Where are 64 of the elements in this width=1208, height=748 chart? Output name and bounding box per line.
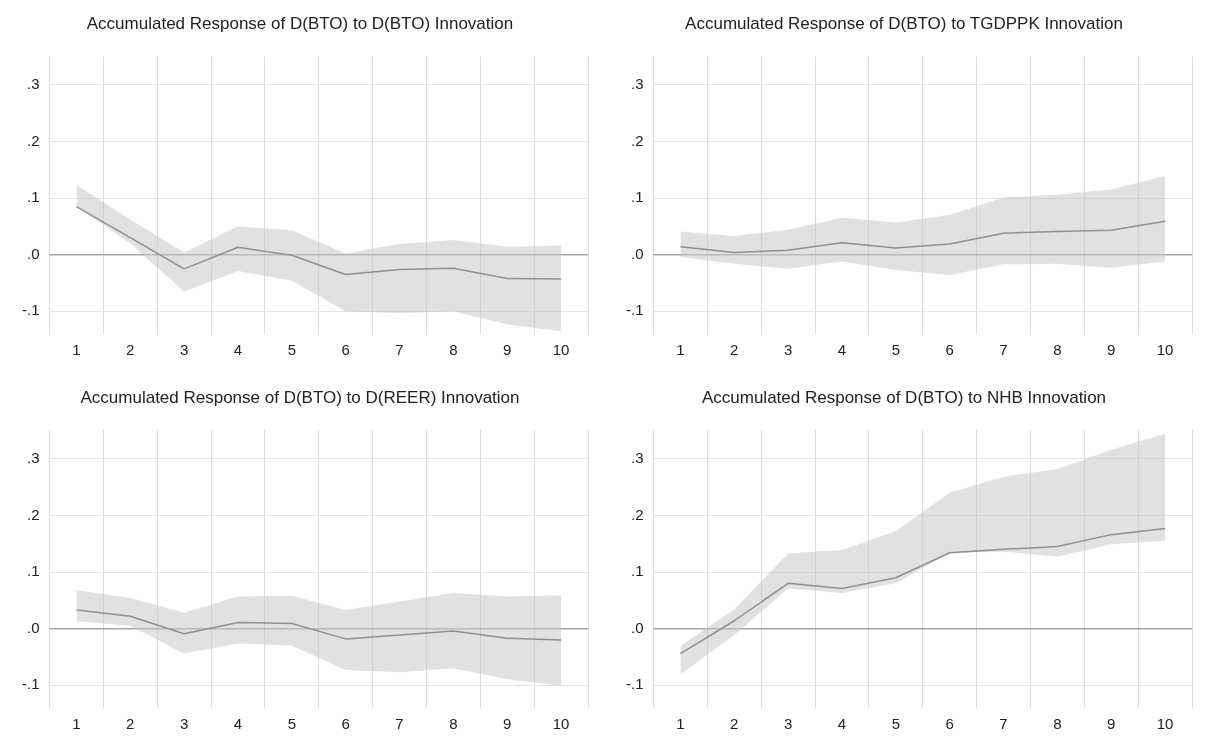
x-tick-label: 5 (287, 341, 296, 359)
y-tick-label: -.1 (21, 301, 40, 319)
y-tick-label: .3 (630, 448, 644, 466)
x-tick-label: 9 (503, 341, 512, 359)
x-tick-label: 5 (287, 715, 296, 733)
x-tick-label: 8 (1053, 341, 1062, 359)
x-tick-label: 4 (837, 715, 847, 733)
x-tick-label: 6 (945, 715, 954, 733)
x-tick-label: 3 (179, 715, 189, 733)
y-tick-label: .2 (26, 505, 40, 523)
y-tick-label: .2 (26, 131, 40, 149)
x-tick-label: 10 (552, 341, 570, 359)
x-tick-label: 3 (783, 715, 793, 733)
y-tick-label: -.1 (625, 675, 644, 693)
x-tick-label: 9 (1107, 715, 1116, 733)
x-tick-label: 1 (676, 341, 685, 359)
x-tick-label: 9 (503, 715, 512, 733)
x-tick-label: 2 (126, 341, 135, 359)
x-tick-label: 6 (341, 715, 350, 733)
x-tick-label: 4 (233, 715, 243, 733)
y-tick-label: .3 (26, 448, 40, 466)
x-tick-label: 1 (72, 341, 81, 359)
x-tick-label: 10 (552, 715, 570, 733)
x-tick-label: 8 (1053, 715, 1062, 733)
y-tick-label: .0 (630, 244, 644, 262)
chart-title: Accumulated Response of D(BTO) to NHB Innovation (701, 387, 1107, 407)
x-tick-label: 2 (126, 715, 135, 733)
x-tick-label: 7 (999, 715, 1008, 733)
y-tick-label: -.1 (625, 301, 644, 319)
x-tick-label: 10 (1156, 341, 1174, 359)
x-tick-label: 7 (999, 341, 1008, 359)
x-tick-label: 6 (341, 341, 350, 359)
x-tick-label: 10 (1156, 715, 1174, 733)
x-tick-label: 4 (837, 341, 847, 359)
x-tick-label: 2 (730, 341, 739, 359)
y-tick-label: .2 (630, 131, 644, 149)
x-tick-label: 9 (1107, 341, 1116, 359)
y-tick-label: .1 (630, 188, 644, 206)
x-tick-label: 8 (449, 341, 458, 359)
x-tick-label: 4 (233, 341, 243, 359)
x-tick-label: 8 (449, 715, 458, 733)
y-tick-label: -.1 (21, 675, 40, 693)
x-tick-label: 1 (676, 715, 685, 733)
chart-title: Accumulated Response of D(BTO) to D(REER) Innovation (80, 387, 520, 407)
x-tick-label: 5 (891, 715, 900, 733)
y-tick-label: .0 (26, 244, 40, 262)
x-tick-label: 7 (395, 341, 404, 359)
y-tick-label: .1 (26, 562, 40, 580)
x-tick-label: 5 (891, 341, 900, 359)
y-tick-label: .3 (26, 74, 40, 92)
x-tick-label: 2 (730, 715, 739, 733)
y-tick-label: .1 (630, 562, 644, 580)
x-tick-label: 3 (179, 341, 189, 359)
y-tick-label: .2 (630, 505, 644, 523)
chart-title: Accumulated Response of D(BTO) to D(BTO) Innovation (86, 13, 514, 33)
y-tick-label: .0 (26, 618, 40, 636)
x-tick-label: 3 (783, 341, 793, 359)
x-tick-label: 1 (72, 715, 81, 733)
y-tick-label: .0 (630, 618, 644, 636)
chart-title: Accumulated Response of D(BTO) to TGDPPK Innovation (685, 13, 1123, 33)
x-tick-label: 7 (395, 715, 404, 733)
x-tick-label: 6 (945, 341, 954, 359)
y-tick-label: .3 (630, 74, 644, 92)
y-tick-label: .1 (26, 188, 40, 206)
